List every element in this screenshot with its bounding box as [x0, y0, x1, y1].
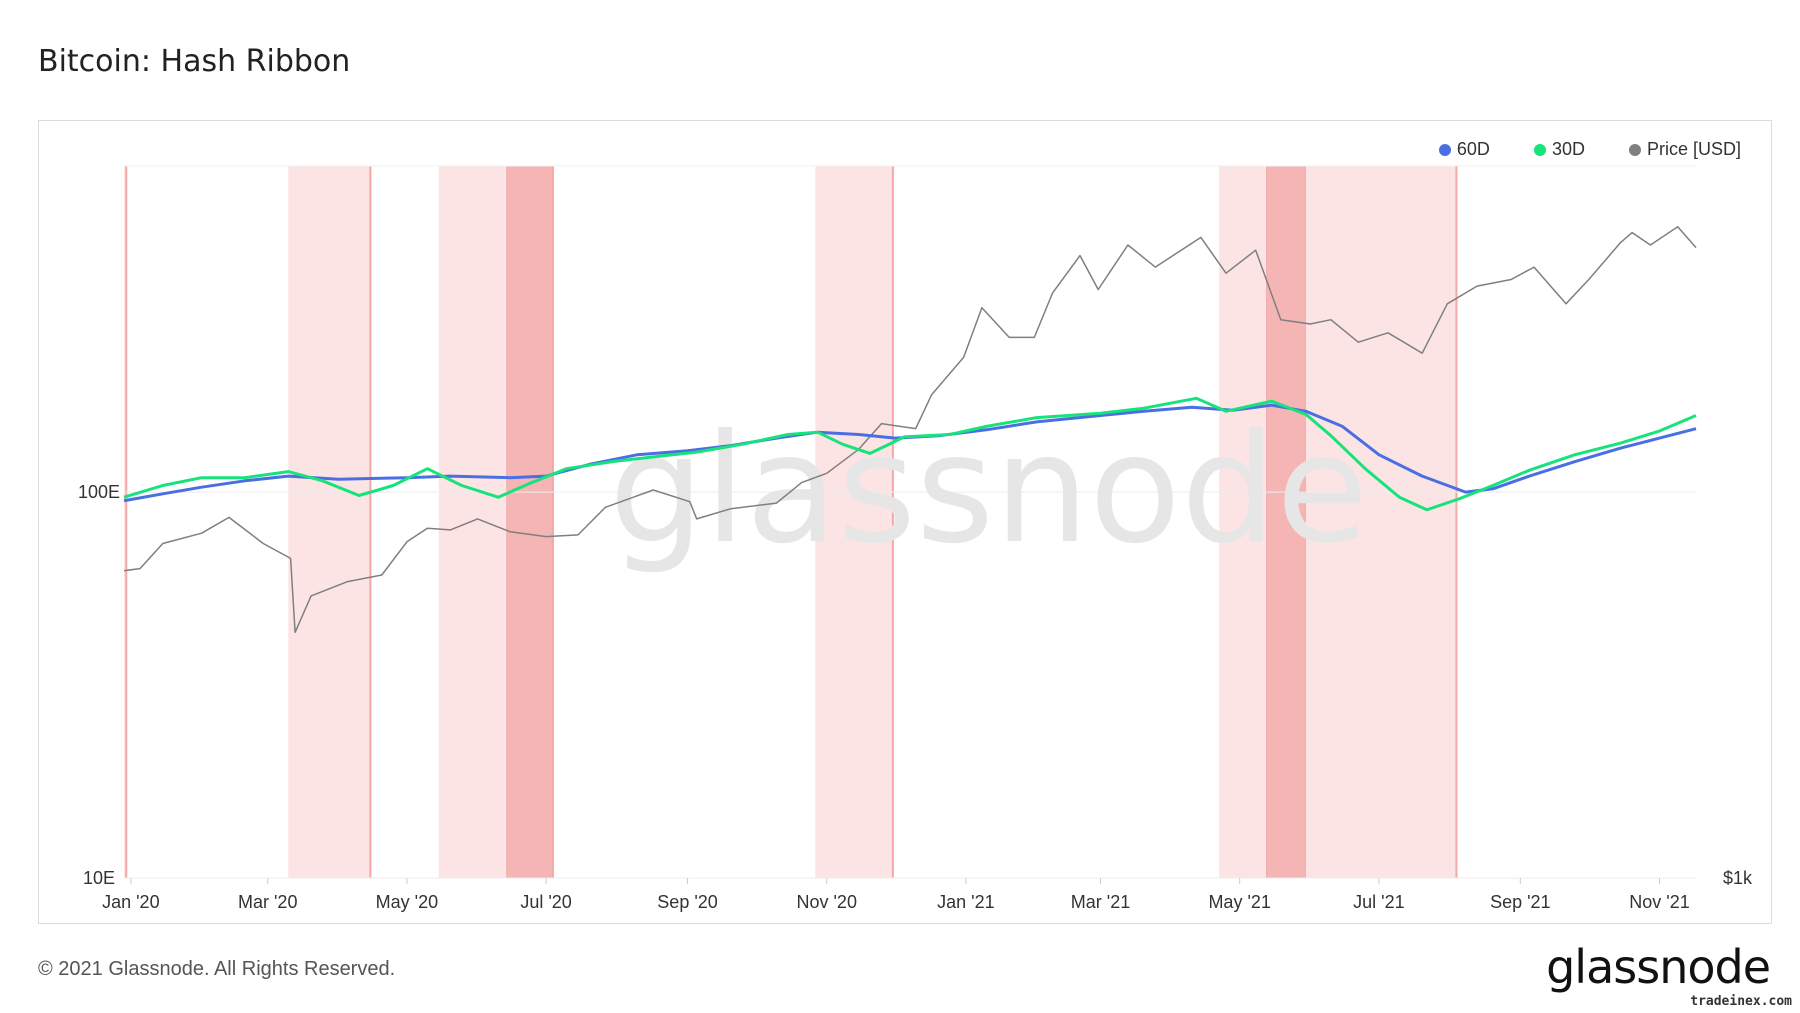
y-tick-label: 10E [83, 868, 115, 888]
x-tick-label: Jul '20 [520, 892, 571, 912]
x-tick-label: Sep '20 [657, 892, 718, 912]
series-line-price-usd [123, 226, 1697, 634]
x-tick-label: May '20 [376, 892, 438, 912]
series-lines [123, 226, 1697, 634]
brand-logo: glassnode [1546, 940, 1771, 994]
chart-panel: glassnode 10E 100E $1k Jan '20 Mar '20 May '… [38, 120, 1772, 924]
y-axis: 10E 100E $1k [78, 482, 1753, 888]
x-tick-label: Nov '20 [796, 892, 856, 912]
x-tick-label: Jul '21 [1353, 892, 1404, 912]
shaded-region [815, 166, 893, 878]
legend-dot-icon [1438, 143, 1451, 156]
shaded-region [1267, 166, 1306, 878]
legend-item[interactable]: 60D [1438, 139, 1490, 160]
x-tick-label: Nov '21 [1629, 892, 1689, 912]
copyright-text: © 2021 Glassnode. All Rights Reserved. [38, 958, 396, 980]
grid-lines [124, 165, 1696, 879]
shaded-region [507, 166, 553, 878]
page-title: Bitcoin: Hash Ribbon [38, 44, 351, 79]
shaded-region [124, 166, 127, 878]
series-line-30d [123, 396, 1697, 512]
y-right-tick-label: $1k [1723, 868, 1753, 888]
x-tick-label: May '21 [1208, 892, 1270, 912]
legend: 60D 30D Price [USD] [1438, 139, 1741, 160]
source-credit: tradeinex.com [1690, 994, 1792, 1009]
legend-label: 60D [1456, 139, 1490, 159]
x-tick-label: Mar '20 [238, 892, 297, 912]
x-tick-label: Jan '20 [102, 892, 159, 912]
x-tick-label: Jan '21 [937, 892, 994, 912]
watermark: glassnode [609, 403, 1368, 577]
shaded-regions [124, 166, 1458, 878]
shaded-region [1219, 166, 1268, 878]
legend-item[interactable]: Price [USD] [1628, 139, 1741, 160]
chart-svg[interactable]: glassnode 10E 100E $1k Jan '20 Mar '20 May '… [39, 121, 1773, 925]
x-axis: Jan '20 Mar '20 May '20 Jul '20 Sep '20 Nov '… [102, 878, 1690, 912]
legend-dot-icon [1628, 143, 1641, 156]
legend-label: 30D [1551, 139, 1585, 159]
y-tick-label: 100E [78, 482, 120, 502]
legend-item[interactable]: 30D [1533, 139, 1585, 160]
x-tick-label: Mar '21 [1071, 892, 1130, 912]
shaded-region [438, 166, 508, 878]
shaded-region [288, 166, 371, 878]
x-tick-label: Sep '21 [1490, 892, 1551, 912]
shaded-region [1305, 166, 1457, 878]
legend-dot-icon [1533, 143, 1546, 156]
legend-label: Price [USD] [1646, 139, 1741, 159]
